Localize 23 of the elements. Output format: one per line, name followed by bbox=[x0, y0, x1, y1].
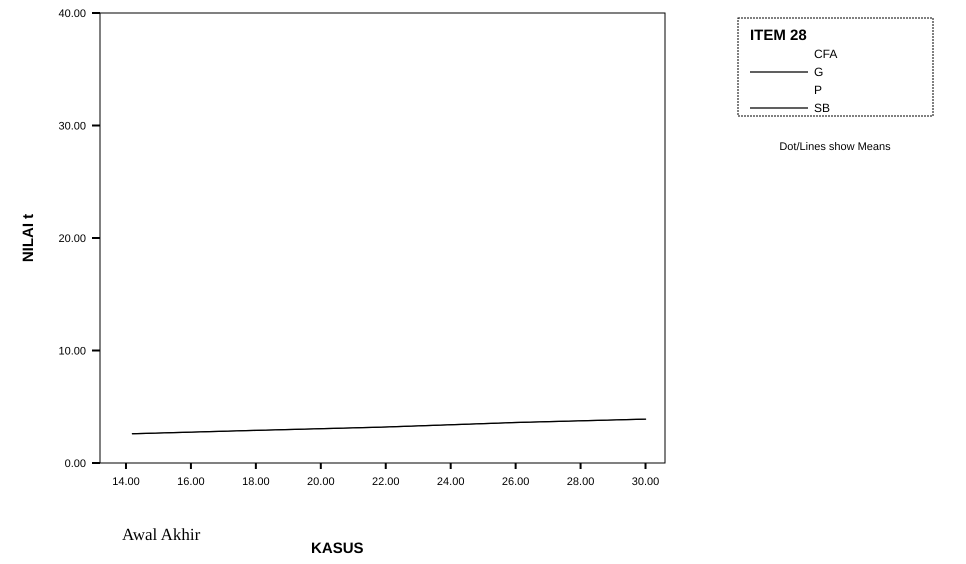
x-tick-label: 24.00 bbox=[436, 476, 464, 488]
x-tick-label: 18.00 bbox=[242, 476, 270, 488]
x-tick-label: 22.00 bbox=[372, 476, 400, 488]
x-tick-label: 16.00 bbox=[177, 476, 205, 488]
y-tick-label: 10.00 bbox=[58, 346, 86, 358]
y-tick-label: 0.00 bbox=[64, 458, 86, 470]
text: Dot/Lines show Means bbox=[779, 141, 892, 153]
x-tick-label: 20.00 bbox=[307, 476, 335, 488]
text: Awal Akhir bbox=[122, 525, 201, 544]
y-tick-label: 20.00 bbox=[58, 233, 86, 245]
legend-title: ITEM 28 bbox=[750, 27, 807, 44]
text: CFA bbox=[814, 47, 838, 61]
legend-label: SB bbox=[814, 101, 830, 115]
y-axis-title: NILAI t bbox=[20, 214, 37, 262]
y-tick-label: 30.00 bbox=[58, 120, 86, 132]
y-tick-label: 40.00 bbox=[58, 8, 86, 20]
text: P bbox=[814, 83, 822, 97]
x-tick-label: 14.00 bbox=[112, 476, 140, 488]
x-axis-title: KASUS bbox=[311, 540, 364, 557]
x-tick-label: 28.00 bbox=[566, 476, 594, 488]
legend-label: G bbox=[814, 65, 824, 79]
x-tick-label: 30.00 bbox=[632, 476, 660, 488]
x-tick-label: 26.00 bbox=[502, 476, 530, 488]
